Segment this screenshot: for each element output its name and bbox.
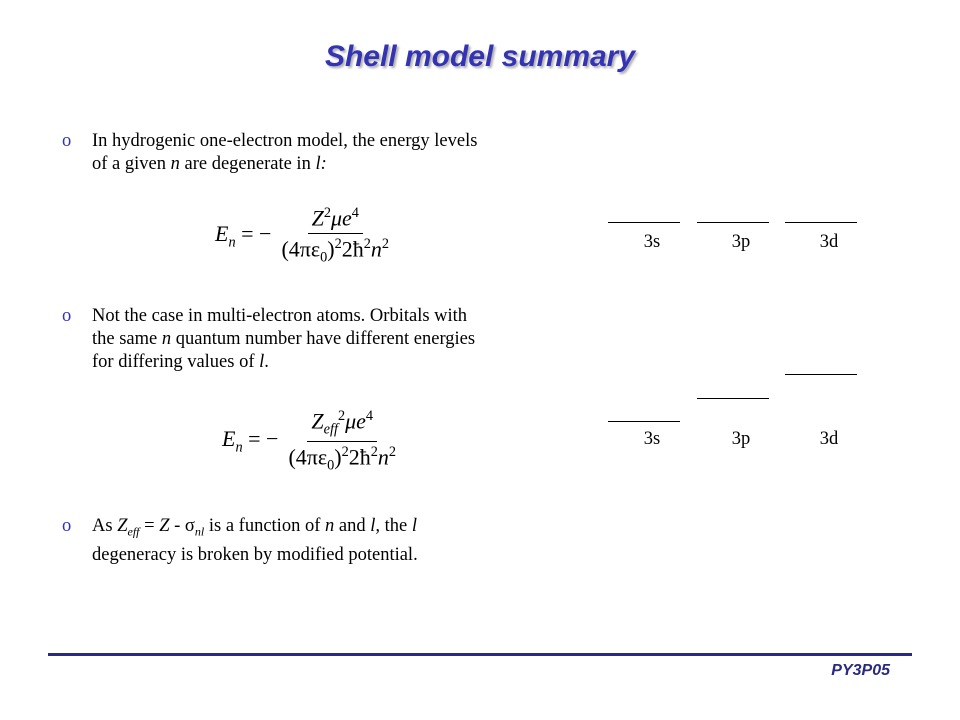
orbital-label: 3s bbox=[643, 232, 661, 252]
text-run: ) bbox=[334, 444, 342, 470]
text-run: n bbox=[235, 439, 243, 456]
text-line: In hydrogenic one-electron model, the en… bbox=[92, 130, 477, 153]
text-run: μe bbox=[345, 408, 366, 434]
equation-lhs: En = − bbox=[215, 221, 271, 251]
text-run: 2ħ bbox=[341, 236, 364, 262]
bullet-text: As Zeff = Z - σnl is a function of n and… bbox=[92, 515, 418, 567]
text-run: 2 bbox=[323, 205, 331, 221]
text-run: 2ħ bbox=[348, 444, 371, 470]
text-run: n bbox=[170, 154, 180, 174]
text-line: the same n quantum number have different… bbox=[92, 328, 475, 351]
text-run: for differing values of bbox=[92, 352, 260, 372]
energy-level bbox=[608, 222, 680, 223]
text-run: are degenerate in bbox=[179, 154, 316, 174]
text-run: As bbox=[92, 516, 118, 536]
text-run: Z bbox=[311, 408, 324, 434]
text-run: - bbox=[169, 516, 185, 536]
text-run: = bbox=[139, 516, 160, 536]
text-run: l, bbox=[370, 516, 380, 536]
text-line: degeneracy is broken by modified potenti… bbox=[92, 544, 418, 567]
orbital-label: 3d bbox=[819, 429, 839, 449]
text-run: of a given bbox=[92, 154, 171, 174]
text-run: Not the case in multi-electron atoms. Or… bbox=[92, 306, 468, 326]
energy-level bbox=[697, 222, 769, 223]
footer-text: PY3P05 bbox=[831, 662, 890, 679]
denominator: (4πε0)22ħ2n2 bbox=[284, 442, 400, 475]
text-run: 2 bbox=[341, 443, 349, 460]
text-run: 4 bbox=[365, 408, 374, 424]
bullet-marker: o bbox=[62, 306, 72, 326]
text-run: the bbox=[379, 516, 412, 536]
text-line: of a given n are degenerate in l: bbox=[92, 153, 477, 176]
text-run: 2 bbox=[334, 236, 342, 253]
equation-lhs: En = − bbox=[222, 426, 278, 456]
text-line: Not the case in multi-electron atoms. Or… bbox=[92, 305, 475, 328]
fraction: Z2μe4 (4πε0)22ħ2n2 bbox=[277, 205, 393, 267]
text-run: degeneracy is broken by modified potenti… bbox=[92, 544, 418, 565]
equation: En = − Z2μe4 (4πε0)22ħ2n2 bbox=[215, 205, 393, 267]
bullet-marker: o bbox=[62, 131, 72, 151]
orbital-label: 3p bbox=[731, 232, 751, 252]
text-run: 4 bbox=[351, 205, 359, 221]
text-run: n bbox=[325, 516, 335, 536]
orbital-label: 3d bbox=[819, 232, 839, 252]
text-run: l bbox=[411, 516, 417, 536]
text-run: eff bbox=[127, 524, 140, 539]
text-run: ) bbox=[327, 236, 335, 262]
text-run: . bbox=[264, 352, 269, 372]
orbital-label: 3p bbox=[731, 429, 751, 449]
text-run: Z bbox=[311, 205, 324, 231]
text-run: σ bbox=[184, 516, 195, 536]
text-run: 2 bbox=[381, 236, 390, 253]
text-run: 2 bbox=[388, 443, 397, 460]
text-run: = − bbox=[242, 426, 279, 452]
slide-title: Shell model summary bbox=[324, 40, 636, 73]
bullet-text: Not the case in multi-electron atoms. Or… bbox=[92, 305, 475, 374]
energy-level bbox=[697, 398, 769, 399]
text-run: and bbox=[334, 516, 371, 536]
text-run: eff bbox=[323, 421, 338, 438]
text-run: E bbox=[222, 426, 236, 452]
denominator: (4πε0)22ħ2n2 bbox=[277, 234, 393, 267]
energy-level bbox=[785, 374, 857, 375]
text-line: As Zeff = Z - σnl is a function of n and… bbox=[92, 515, 418, 544]
text-run: n bbox=[228, 234, 236, 251]
text-run: (4πε bbox=[288, 444, 328, 470]
text-line: for differing values of l. bbox=[92, 351, 475, 374]
text-run: quantum number have different energies bbox=[171, 329, 476, 349]
numerator: Z2μe4 bbox=[307, 205, 363, 235]
text-run: n bbox=[370, 236, 382, 262]
text-run: 2 bbox=[337, 408, 346, 424]
fraction: Zeff2μe4 (4πε0)22ħ2n2 bbox=[284, 408, 400, 474]
energy-level bbox=[785, 222, 857, 223]
numerator: Zeff2μe4 bbox=[307, 408, 378, 442]
equation: En = − Zeff2μe4 (4πε0)22ħ2n2 bbox=[222, 408, 400, 474]
text-run: n bbox=[377, 444, 389, 470]
text-run: 2 bbox=[370, 443, 378, 460]
footer-rule bbox=[48, 653, 912, 656]
bullet-text: In hydrogenic one-electron model, the en… bbox=[92, 130, 477, 176]
text-run: is a function of bbox=[204, 516, 325, 536]
text-run: nl bbox=[194, 524, 205, 539]
text-run: the same bbox=[92, 329, 162, 349]
text-run: 2 bbox=[363, 236, 371, 253]
text-run: = − bbox=[235, 220, 272, 246]
text-run: Z bbox=[159, 516, 170, 536]
text-run: l: bbox=[315, 154, 327, 174]
bullet-marker: o bbox=[62, 516, 72, 536]
orbital-label: 3s bbox=[643, 429, 661, 449]
text-run: (4πε bbox=[281, 236, 321, 262]
text-run: n bbox=[161, 329, 172, 349]
text-run: l bbox=[259, 352, 265, 372]
text-run: Z bbox=[117, 516, 128, 536]
text-run: In hydrogenic one-electron model, the en… bbox=[92, 131, 478, 151]
text-run: μe bbox=[330, 205, 352, 231]
text-run: 0 bbox=[320, 250, 328, 267]
text-run: E bbox=[215, 220, 229, 246]
text-run: 0 bbox=[327, 457, 335, 474]
energy-level bbox=[608, 421, 680, 422]
